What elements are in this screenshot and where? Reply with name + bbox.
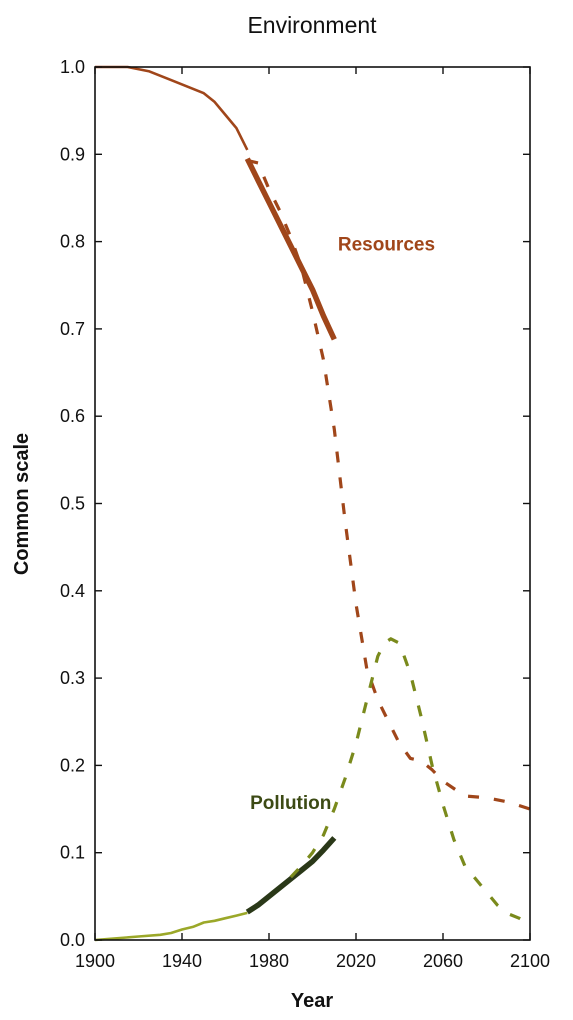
pollution-observed-line	[245, 836, 337, 915]
chart-title: Environment	[247, 12, 377, 38]
x-tick-label: 1940	[162, 951, 202, 971]
y-tick-label: 0.9	[60, 144, 85, 164]
x-tick-label: 2100	[510, 951, 550, 971]
y-tick-label: 1.0	[60, 57, 85, 77]
y-tick-label: 0.6	[60, 406, 85, 426]
x-axis-label: Year	[291, 990, 333, 1012]
series-layer	[94, 65, 531, 942]
y-tick-label: 0.2	[60, 755, 85, 775]
resources-label: Resources	[338, 234, 435, 255]
y-tick-label: 0.4	[60, 581, 85, 601]
x-tick-label: 1980	[249, 951, 289, 971]
resources-projection-line	[246, 158, 531, 811]
axis-layer: 1900 1940 1980 2020 2060 2100 0.0 0.1 0.2 0.3 0.4 0…	[60, 57, 550, 971]
y-tick-label: 0.8	[60, 232, 85, 252]
y-tick-label: 0.5	[60, 494, 85, 514]
pollution-label: Pollution	[250, 793, 331, 814]
y-axis-label: Common scale	[11, 433, 33, 575]
y-tick-label: 0.3	[60, 668, 85, 688]
y-tick-label: 0.1	[60, 843, 85, 863]
x-tick-label: 2060	[423, 951, 463, 971]
x-tick-label: 1900	[75, 951, 115, 971]
resources-observed-line	[244, 157, 337, 341]
y-tick-label: 0.0	[60, 930, 85, 950]
pollution-projection-line	[289, 637, 531, 926]
resources-historical-line	[95, 65, 249, 151]
pollution-historical-line	[94, 911, 248, 942]
x-tick-label: 2020	[336, 951, 376, 971]
y-tick-label: 0.7	[60, 319, 85, 339]
annotation-layer: Resources Pollution	[250, 234, 435, 814]
